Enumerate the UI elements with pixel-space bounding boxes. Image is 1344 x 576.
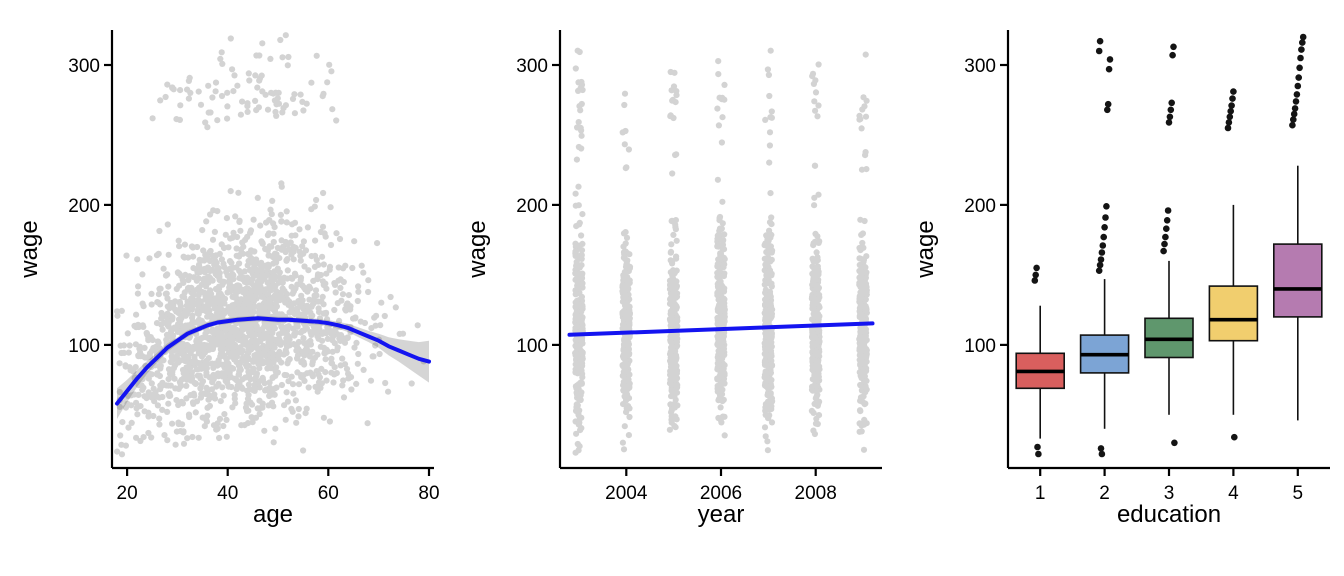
y-axis-title: wage [912, 220, 939, 278]
svg-text:200: 200 [68, 196, 100, 217]
wage-vs-age-chart: 100 200 300 20 40 60 80 [68, 30, 440, 504]
wage-vs-year-chart: 100 200 300 2004 2006 2008 [516, 30, 882, 504]
svg-text:5: 5 [1293, 483, 1304, 504]
svg-text:300: 300 [964, 56, 996, 77]
svg-text:100: 100 [964, 336, 996, 357]
svg-text:2006: 2006 [700, 483, 742, 504]
x-axis-title: education [1116, 501, 1222, 528]
panel-wage-by-education: 100 200 300 1 2 3 4 5 wage education [896, 0, 1344, 576]
svg-text:40: 40 [217, 483, 238, 504]
panel-wage-vs-age: 100 200 300 20 40 60 80 wage age [0, 0, 448, 576]
svg-text:3: 3 [1164, 483, 1175, 504]
svg-text:200: 200 [964, 196, 996, 217]
x-axis-title: age [252, 501, 294, 528]
svg-text:200: 200 [516, 196, 548, 217]
svg-text:80: 80 [418, 483, 439, 504]
svg-text:300: 300 [516, 56, 548, 77]
svg-text:1: 1 [1035, 483, 1046, 504]
svg-text:300: 300 [68, 56, 100, 77]
svg-text:100: 100 [516, 336, 548, 357]
svg-text:4: 4 [1228, 483, 1239, 504]
svg-text:2004: 2004 [605, 483, 648, 504]
wage-by-education-chart: 100 200 300 1 2 3 4 5 [964, 30, 1330, 504]
svg-text:20: 20 [117, 483, 138, 504]
svg-text:2008: 2008 [795, 483, 837, 504]
panel-wage-vs-year: 100 200 300 2004 2006 2008 wage year [448, 0, 896, 576]
svg-text:2: 2 [1099, 483, 1110, 504]
x-axis-title: year [697, 501, 745, 528]
svg-text:100: 100 [68, 336, 100, 357]
y-axis-title: wage [464, 220, 491, 278]
svg-text:60: 60 [318, 483, 339, 504]
y-axis-title: wage [16, 220, 43, 278]
